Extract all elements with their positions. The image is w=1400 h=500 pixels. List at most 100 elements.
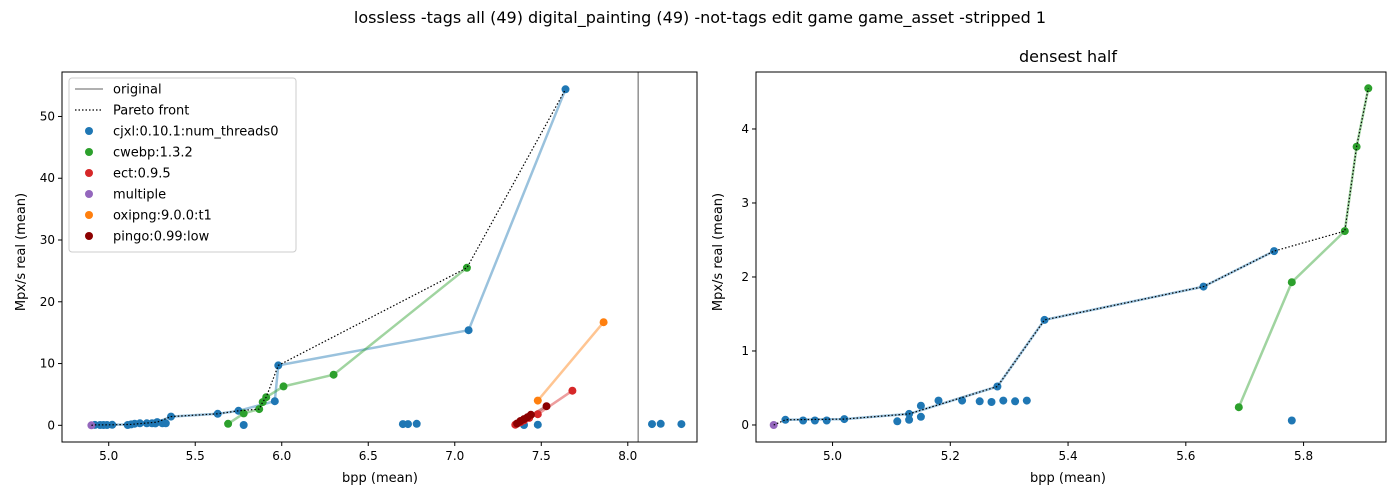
x-tick-label: 5.0 (99, 449, 118, 463)
point-cjxl-28 (648, 420, 656, 429)
point-cjxl-30 (677, 420, 686, 429)
point-cjxl-6 (905, 415, 914, 424)
legend-marker-pingo (85, 232, 93, 240)
y-tick-label: 0 (741, 418, 749, 432)
left-chart-xlabel: bpp (mean) (342, 471, 418, 486)
point-cjxl-17 (1022, 396, 1031, 405)
point-cjxl-16 (213, 409, 222, 418)
point-pingo-4 (526, 410, 535, 419)
point-cjxl-0 (781, 415, 790, 424)
point-cjxl-8 (135, 419, 144, 428)
y-tick-label: 40 (40, 171, 55, 185)
legend-marker-oxipng (85, 211, 93, 219)
legend-label: pingo:0.99:low (113, 230, 210, 245)
pareto-front-line (773, 88, 1369, 426)
x-tick-label: 7.5 (532, 449, 551, 463)
series-line-cwebp (1237, 88, 1370, 408)
plot-frame (61, 71, 698, 443)
point-cjxl-1 (799, 416, 808, 425)
point-cjxl-18 (239, 421, 248, 429)
point-cjxl-20 (1270, 247, 1279, 256)
point-cjxl-4 (840, 415, 849, 424)
point-cjxl-22 (404, 420, 412, 429)
legend-label: Pareto front (113, 104, 189, 119)
point-cjxl-24 (464, 326, 473, 335)
x-tick-label: 6.5 (359, 449, 378, 463)
series-line-oxipng (536, 321, 605, 402)
y-tick-label: 10 (40, 357, 55, 371)
point-cjxl-9 (916, 412, 925, 421)
point-cjxl-16 (1011, 397, 1020, 406)
x-tick-label: 5.6 (1176, 449, 1195, 463)
x-tick-label: 8.0 (618, 449, 637, 463)
y-tick-label: 20 (40, 295, 55, 309)
y-tick-label: 2 (741, 270, 749, 284)
x-tick-label: 5.5 (186, 449, 205, 463)
point-cjxl-14 (161, 419, 170, 428)
point-cjxl-15 (999, 396, 1008, 405)
point-cjxl-8 (916, 401, 925, 410)
legend-label: cjxl:0.10.1:num_threads0 (113, 125, 278, 140)
legend-label: oxipng:9.0.0:t1 (113, 209, 212, 224)
point-cjxl-13 (987, 398, 996, 406)
point-cjxl-3 (822, 416, 831, 425)
legend-marker-cjxl (85, 127, 93, 135)
x-tick-label: 7.0 (445, 449, 464, 463)
x-tick-label: 5.8 (1294, 449, 1313, 463)
left-chart-ylabel: Mpx/s real (mean) (14, 193, 29, 311)
y-tick-label: 1 (741, 344, 749, 358)
right-chart: densest half bpp (mean) Mpx/s real (mean… (711, 47, 1387, 486)
y-tick-label: 50 (40, 109, 55, 123)
y-tick-label: 0 (47, 418, 55, 432)
point-cwebp-1 (1287, 278, 1296, 287)
right-chart-ylabel: Mpx/s real (mean) (711, 193, 726, 311)
legend-marker-multiple (85, 190, 93, 198)
point-cjxl-29 (656, 419, 665, 428)
point-cwebp-6 (329, 370, 338, 379)
legend-box (68, 77, 297, 253)
point-cjxl-12 (975, 397, 984, 406)
legend-label: multiple (113, 188, 166, 203)
legend-marker-ect (85, 169, 93, 177)
legend-label: cwebp:1.3.2 (113, 146, 193, 161)
right-chart-title: densest half (1019, 47, 1117, 66)
point-oxipng-1 (599, 318, 608, 327)
point-cwebp-2 (1340, 227, 1349, 236)
point-pingo-5 (542, 402, 551, 411)
point-ect-5 (568, 386, 577, 395)
x-tick-label: 5.2 (941, 449, 960, 463)
point-cjxl-2 (810, 416, 819, 425)
point-oxipng-0 (533, 396, 542, 405)
point-cjxl-21 (1287, 416, 1296, 425)
left-chart: bpp (mean) Mpx/s real (mean) 5.0 5.5 6.0 6.… (14, 71, 698, 486)
point-cwebp-0 (224, 419, 233, 428)
legend-label: original (113, 83, 162, 98)
point-cwebp-7 (462, 263, 471, 272)
y-tick-label: 4 (741, 122, 749, 136)
point-cjxl-23 (412, 419, 421, 428)
point-ect-4 (533, 410, 542, 419)
legend-label: ect:0.9.5 (113, 167, 171, 182)
legend-marker-cwebp (85, 148, 93, 156)
y-tick-label: 30 (40, 233, 55, 247)
legend: original Pareto front cjxl:0.10.1:num_thre… (68, 77, 297, 253)
y-tick-label: 3 (741, 196, 749, 210)
point-cjxl-18 (1040, 315, 1049, 324)
point-cjxl-19 (270, 397, 279, 406)
series-line-cjxl (785, 249, 1275, 422)
point-cwebp-1 (239, 409, 248, 418)
plot-frame (755, 71, 1387, 443)
point-cjxl-4 (108, 420, 117, 429)
point-cjxl-26 (533, 420, 542, 429)
point-cjxl-14 (993, 382, 1002, 391)
figure-suptitle: lossless -tags all (49) digital_painting… (354, 8, 1046, 28)
right-chart-xlabel: bpp (mean) (1030, 471, 1106, 486)
x-tick-label: 5.4 (1059, 449, 1078, 463)
x-tick-label: 5.0 (823, 449, 842, 463)
x-tick-label: 6.0 (272, 449, 291, 463)
point-cwebp-5 (279, 382, 288, 391)
point-cwebp-0 (1234, 403, 1243, 412)
point-cjxl-5 (893, 417, 902, 426)
point-cjxl-10 (934, 396, 943, 405)
